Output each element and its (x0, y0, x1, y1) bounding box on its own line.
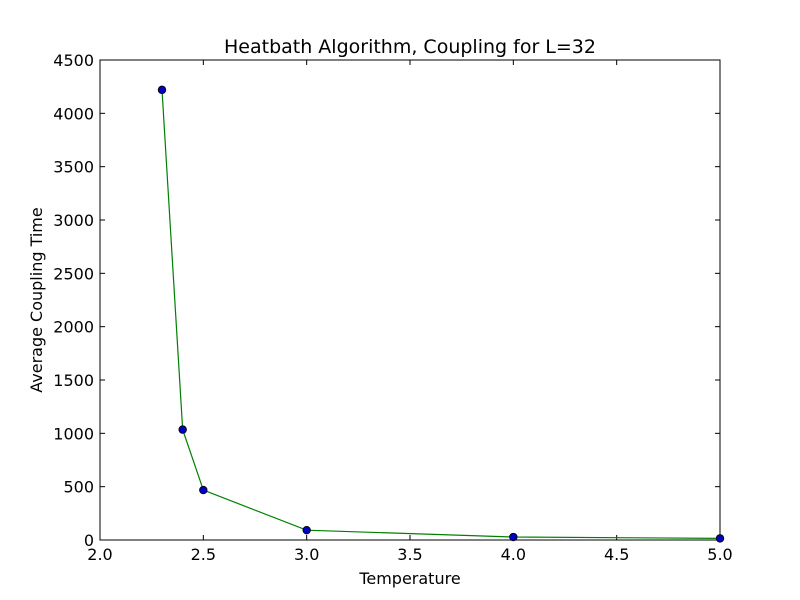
y-tick-label: 3500 (53, 158, 94, 177)
x-tick-label: 5.0 (707, 545, 732, 564)
y-tick-label: 2000 (53, 318, 94, 337)
plot-frame (99, 59, 721, 541)
y-tick-label: 4500 (53, 51, 94, 70)
y-tick-label: 3000 (53, 211, 94, 230)
y-tick-label: 1000 (53, 424, 94, 443)
y-tick-label: 500 (63, 478, 94, 497)
plot-area: 2.0 2.5 3.0 3.5 4.0 4.5 5.0 0 500 1000 1500 2000 25… (53, 51, 732, 564)
x-tick-label: 2.0 (87, 545, 112, 564)
data-point (509, 532, 518, 542)
y-axis-label: Average Coupling Time (27, 207, 46, 392)
data-point (199, 485, 208, 495)
x-ticks: 2.0 2.5 3.0 3.5 4.0 4.5 5.0 (87, 60, 733, 564)
x-tick-label: 4.5 (604, 545, 629, 564)
y-tick-label: 2500 (53, 264, 94, 283)
y-tick-label: 0 (84, 531, 94, 550)
y-ticks: 0 500 1000 1500 2000 2500 3000 3500 4000 4500 (53, 51, 720, 550)
data-point (302, 525, 311, 535)
x-tick-label: 3.5 (397, 545, 422, 564)
y-tick-label: 4000 (53, 104, 94, 123)
y-tick-label: 1500 (53, 371, 94, 390)
series-line (161, 89, 721, 540)
series-layer (157, 85, 725, 543)
x-tick-label: 4.0 (501, 545, 526, 564)
x-tick-label: 3.0 (294, 545, 319, 564)
data-point (178, 425, 187, 434)
x-tick-label: 2.5 (191, 545, 216, 564)
chart-title: Heatbath Algorithm, Coupling for L=32 (224, 36, 596, 58)
data-point (157, 85, 167, 95)
x-axis-label: Temperature (358, 569, 460, 588)
data-point (715, 534, 725, 543)
